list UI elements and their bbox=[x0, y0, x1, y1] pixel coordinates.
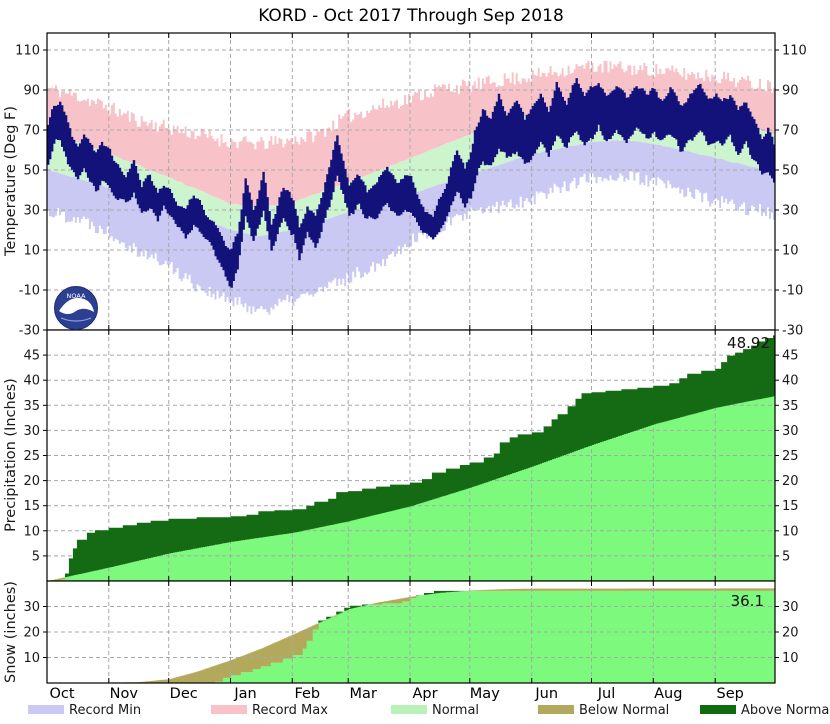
y-tick-label: 50 bbox=[782, 164, 799, 179]
y-tick-label: 10 bbox=[23, 244, 40, 259]
y-tick-label: 40 bbox=[782, 374, 799, 389]
y-tick-label: 30 bbox=[782, 424, 799, 439]
actual-temperature-bars bbox=[47, 78, 776, 288]
y-tick-label: 25 bbox=[782, 449, 799, 464]
temperature-axis-label: Temperature (Deg F) bbox=[3, 106, 19, 257]
legend-label: Record Max bbox=[252, 703, 328, 718]
legend-label: Record Min bbox=[69, 703, 141, 718]
y-tick-label: 45 bbox=[23, 349, 40, 364]
above-normal-swatch bbox=[700, 705, 736, 714]
x-tick-label-month: Jun bbox=[534, 686, 558, 702]
y-tick-label: 35 bbox=[23, 399, 40, 414]
y-tick-label: 30 bbox=[782, 600, 799, 615]
legend-item-above-normal: Above Normal bbox=[700, 703, 830, 718]
legend-item-record-max: Record Max bbox=[211, 703, 328, 718]
y-tick-label: 50 bbox=[23, 164, 40, 179]
y-tick-label: 70 bbox=[782, 124, 799, 139]
y-tick-label: 20 bbox=[782, 626, 799, 641]
y-tick-label: 10 bbox=[782, 524, 799, 539]
cumulative-normal-area bbox=[214, 590, 776, 683]
y-tick-label: 5 bbox=[782, 549, 790, 564]
normal-swatch bbox=[391, 705, 427, 714]
cumulative-normal-area bbox=[61, 396, 776, 581]
noaa-logo-wave bbox=[60, 317, 92, 322]
below-normal-area bbox=[55, 588, 776, 683]
y-tick-label: 25 bbox=[23, 449, 40, 464]
page-title: KORD - Oct 2017 Through Sep 2018 bbox=[258, 6, 564, 26]
y-tick-label: 110 bbox=[15, 44, 40, 59]
y-tick-label: 10 bbox=[782, 244, 799, 259]
noaa-logo-text: NOAA bbox=[67, 292, 86, 300]
snow-axis-label: Snow (inches) bbox=[3, 581, 19, 683]
y-tick-label: 110 bbox=[782, 44, 807, 59]
legend-item-below-normal: Below Normal bbox=[538, 703, 669, 718]
y-tick-label: 70 bbox=[23, 124, 40, 139]
y-tick-label: 30 bbox=[23, 204, 40, 219]
y-tick-label: 90 bbox=[23, 84, 40, 99]
x-tick-label-month: Dec bbox=[170, 686, 198, 702]
y-tick-label: -30 bbox=[19, 324, 40, 339]
gridlines bbox=[47, 581, 775, 683]
precip-total-label: 48.92 bbox=[727, 334, 770, 352]
below-normal-area bbox=[49, 577, 66, 581]
snow-panel: 10 10 20 20 30 30 Oct Nov Dec Jan Feb Mar Apr May Jun J… bbox=[23, 580, 799, 702]
x-tick-label-month: May bbox=[470, 686, 500, 702]
noaa-seagull-icon bbox=[59, 297, 94, 314]
x-tick-label-month: Mar bbox=[350, 686, 377, 702]
y-tick-label: 45 bbox=[782, 349, 799, 364]
y-tick-label: -10 bbox=[19, 284, 40, 299]
y-tick-label: 30 bbox=[23, 424, 40, 439]
temperature-panel: -30 -30 -10 -10 10 10 30 30 50 50 70 70 90 90 110 110 bbox=[15, 32, 807, 339]
precipitation-axis-label: Precipitation (Inches) bbox=[3, 378, 19, 532]
y-tick-label: 35 bbox=[782, 399, 799, 414]
below-normal-swatch bbox=[538, 705, 574, 714]
y-tick-label: 10 bbox=[23, 651, 40, 666]
y-tick-label: 5 bbox=[32, 549, 40, 564]
noaa-logo: NOAA bbox=[54, 286, 98, 330]
snow-total-label: 36.1 bbox=[731, 592, 764, 610]
y-tick-label: 40 bbox=[23, 374, 40, 389]
chart-legend: Record Min Record Max Normal Below Norma… bbox=[28, 703, 830, 718]
record-min-swatch bbox=[28, 705, 64, 714]
x-tick-label-month: Nov bbox=[110, 686, 139, 702]
y-tick-label: 15 bbox=[23, 499, 40, 514]
y-tick-label: 20 bbox=[782, 474, 799, 489]
x-tick-label-month: Oct bbox=[49, 686, 74, 702]
x-tick-label-month: Jan bbox=[233, 686, 256, 702]
y-tick-label: 20 bbox=[23, 474, 40, 489]
legend-item-record-min: Record Min bbox=[28, 703, 141, 718]
legend-label: Normal bbox=[432, 703, 479, 718]
y-tick-label: -10 bbox=[782, 284, 803, 299]
y-tick-label: -30 bbox=[782, 324, 803, 339]
y-tick-label: 30 bbox=[23, 600, 40, 615]
above-normal-area bbox=[65, 335, 776, 578]
y-tick-label: 10 bbox=[23, 524, 40, 539]
legend-label: Above Normal bbox=[741, 703, 830, 718]
legend-item-normal: Normal bbox=[391, 703, 479, 718]
x-tick-label-month: Jul bbox=[597, 686, 616, 702]
x-tick-label-month: Aug bbox=[654, 686, 682, 702]
y-tick-label: 10 bbox=[782, 651, 799, 666]
y-tick-label: 30 bbox=[782, 204, 799, 219]
y-tick-label: 15 bbox=[782, 499, 799, 514]
y-tick-label: 90 bbox=[782, 84, 799, 99]
x-tick-label-month: Apr bbox=[412, 686, 437, 702]
record-max-swatch bbox=[211, 705, 247, 714]
x-tick-label-month: Sep bbox=[717, 686, 744, 702]
x-tick-label-month: Feb bbox=[294, 686, 320, 702]
precipitation-panel: 5 5 10 10 15 15 20 20 25 25 30 30 35 35 40 40 45 45 bbox=[23, 329, 799, 582]
legend-label: Below Normal bbox=[579, 703, 669, 718]
y-tick-label: 20 bbox=[23, 626, 40, 641]
